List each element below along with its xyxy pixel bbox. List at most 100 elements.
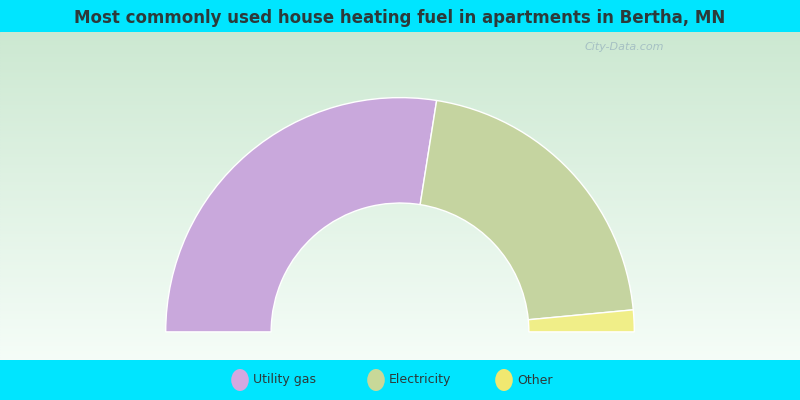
Bar <box>0 208 800 209</box>
Bar <box>0 329 800 330</box>
Bar <box>0 254 800 255</box>
Bar <box>0 206 800 208</box>
Text: Other: Other <box>517 374 552 386</box>
Bar <box>0 301 800 302</box>
Text: Utility gas: Utility gas <box>253 374 316 386</box>
Bar <box>0 34 800 35</box>
Bar <box>0 242 800 244</box>
Bar <box>0 37 800 38</box>
Bar <box>0 163 800 165</box>
Bar <box>0 278 800 280</box>
Bar <box>0 144 800 145</box>
Bar <box>0 355 800 357</box>
Bar <box>0 86 800 88</box>
Bar <box>0 99 800 101</box>
Bar <box>0 40 800 42</box>
Bar <box>0 127 800 129</box>
Bar <box>0 212 800 214</box>
Bar <box>0 284 800 286</box>
Bar <box>0 147 800 148</box>
Bar <box>0 76 800 78</box>
Bar <box>0 324 800 326</box>
Bar <box>0 152 800 153</box>
Bar <box>0 73 800 75</box>
Bar <box>0 204 800 206</box>
Bar <box>0 183 800 184</box>
Bar <box>0 298 800 299</box>
Bar <box>0 112 800 114</box>
Bar <box>0 252 800 254</box>
Bar <box>0 106 800 108</box>
Bar <box>0 186 800 188</box>
Bar <box>0 119 800 120</box>
Bar <box>0 322 800 324</box>
Bar <box>0 90 800 91</box>
Bar <box>0 311 800 312</box>
Bar <box>0 198 800 199</box>
Bar <box>0 88 800 90</box>
Bar <box>0 53 800 55</box>
Bar <box>0 150 800 152</box>
Bar <box>0 170 800 171</box>
Bar <box>0 296 800 298</box>
Bar <box>0 224 800 226</box>
Bar <box>0 134 800 135</box>
Bar <box>0 258 800 260</box>
Bar <box>0 250 800 252</box>
Bar <box>0 299 800 301</box>
Bar <box>0 244 800 245</box>
Bar <box>0 148 800 150</box>
Bar <box>0 294 800 296</box>
Bar <box>0 194 800 196</box>
Bar <box>0 308 800 309</box>
Bar <box>0 109 800 111</box>
Bar <box>0 84 800 86</box>
Bar <box>0 196 800 198</box>
Bar <box>0 120 800 122</box>
Bar <box>0 139 800 140</box>
Bar <box>0 352 800 354</box>
Wedge shape <box>166 98 437 332</box>
Bar <box>0 166 800 168</box>
Bar <box>0 60 800 62</box>
Bar <box>0 114 800 116</box>
Bar <box>0 219 800 221</box>
Bar <box>0 234 800 235</box>
Bar <box>0 75 800 76</box>
Bar <box>0 116 800 117</box>
Bar <box>0 98 800 99</box>
Bar <box>0 240 800 242</box>
Bar <box>0 47 800 48</box>
Bar <box>0 137 800 139</box>
Bar <box>0 288 800 290</box>
Bar <box>0 142 800 144</box>
Bar <box>0 309 800 311</box>
Bar <box>0 227 800 229</box>
Bar <box>0 135 800 137</box>
Wedge shape <box>420 100 634 320</box>
Bar <box>0 201 800 202</box>
Bar <box>0 358 800 360</box>
Bar <box>0 290 800 291</box>
Bar <box>0 104 800 106</box>
Bar <box>0 263 800 265</box>
Bar <box>0 117 800 119</box>
Bar <box>0 326 800 327</box>
Bar <box>0 335 800 337</box>
Bar <box>0 62 800 63</box>
Bar <box>0 140 800 142</box>
Bar <box>0 302 800 304</box>
Bar <box>0 268 800 270</box>
Bar <box>0 91 800 93</box>
Bar <box>0 78 800 80</box>
Bar <box>0 52 800 53</box>
Bar <box>0 168 800 170</box>
Bar <box>0 247 800 248</box>
Bar <box>0 232 800 234</box>
Bar <box>0 55 800 56</box>
Bar <box>0 347 800 348</box>
Bar <box>0 188 800 190</box>
Bar <box>0 273 800 275</box>
Bar <box>0 229 800 230</box>
Bar <box>0 80 800 81</box>
